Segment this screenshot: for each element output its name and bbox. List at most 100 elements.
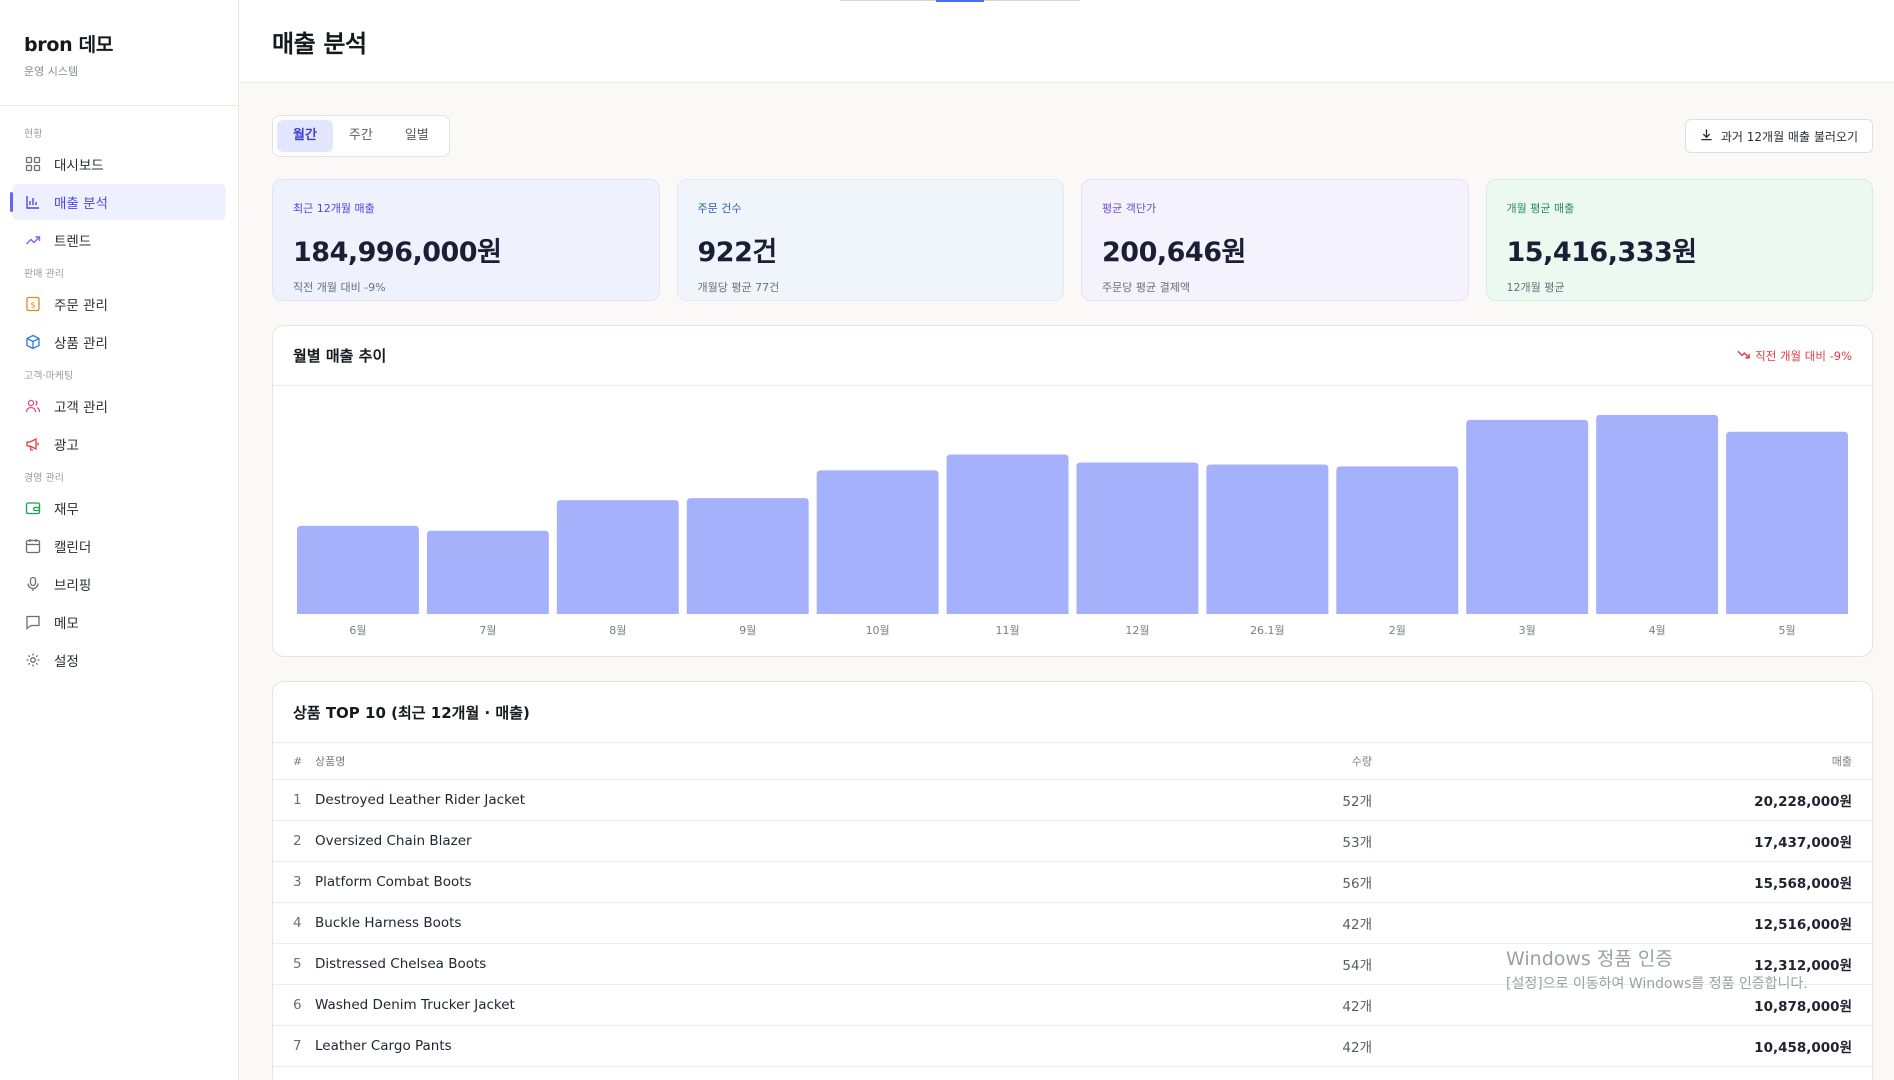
bar-2[interactable] [426, 530, 549, 614]
x-tick-label: 5월 [1778, 624, 1795, 637]
column-header-name: 상품명 [315, 742, 1172, 780]
cell-name: Washed Denim Trucker Jacket [315, 984, 1172, 1026]
nav-section-title: 판매 관리 [24, 269, 64, 280]
sidebar-item-customers[interactable]: 고객 관리 [12, 388, 226, 424]
bar-3[interactable] [556, 500, 679, 614]
kpi-value: 184,996,000원 [293, 237, 502, 268]
x-tick-label: 4월 [1649, 624, 1666, 637]
top-products-table: # 상품명 수량 매출 1 Destroyed Leather Rider Ja… [273, 742, 1872, 1067]
bar-1[interactable] [297, 525, 419, 614]
table-title: 상품 TOP 10 (최근 12개월 · 매출) [293, 703, 530, 722]
x-tick-label: 26.1월 [1250, 624, 1285, 637]
kpi-value: 200,646원 [1102, 237, 1246, 268]
sidebar-item-label: 대시보드 [54, 158, 104, 174]
table-row[interactable]: 2 Oversized Chain Blazer 53개 17,437,000원 [273, 820, 1872, 862]
kpi-value: 15,416,333원 [1506, 237, 1698, 268]
table-row[interactable]: 1 Destroyed Leather Rider Jacket 52개 20,… [273, 779, 1872, 821]
order-icon: $ [24, 295, 42, 313]
chart-panel-header: 월별 매출 추이 직전 개월 대비 -9% [273, 326, 1872, 386]
x-tick-label: 3월 [1519, 624, 1536, 637]
sidebar-item-finance[interactable]: 재무 [12, 490, 226, 526]
bar-6[interactable] [946, 454, 1069, 614]
x-tick-label: 11월 [995, 624, 1019, 637]
kpi-label: 평균 객단가 [1102, 202, 1157, 215]
cell-qty: 54개 [1172, 943, 1372, 985]
kpi-card-revenue: 최근 12개월 매출 184,996,000원 직전 개월 대비 -9% [272, 179, 660, 301]
x-tick-label: 7월 [479, 624, 496, 637]
cell-sales: 15,568,000원 [1372, 861, 1872, 903]
cell-name: Buckle Harness Boots [315, 902, 1172, 944]
sidebar-item-orders[interactable]: $ 주문 관리 [12, 286, 226, 322]
table-row[interactable]: 6 Washed Denim Trucker Jacket 42개 10,878… [273, 984, 1872, 1026]
tab-weekly[interactable]: 주간 [348, 128, 373, 143]
brand-subtitle: 운영 시스템 [24, 65, 79, 78]
tab-daily[interactable]: 일별 [404, 128, 429, 143]
nav-section-title: 경영 관리 [24, 473, 64, 484]
bar-5[interactable] [816, 470, 939, 614]
cell-qty: 42개 [1172, 902, 1372, 944]
nav-section-title: 현황 [24, 129, 43, 140]
table-row[interactable]: 3 Platform Combat Boots 56개 15,568,000원 [273, 861, 1872, 903]
sidebar-item-label: 매출 분석 [54, 196, 108, 212]
table-row[interactable]: 4 Buckle Harness Boots 42개 12,516,000원 [273, 902, 1872, 944]
megaphone-icon [24, 435, 42, 453]
sidebar-item-calendar[interactable]: 캘린더 [12, 528, 226, 564]
cell-qty: 53개 [1172, 820, 1372, 862]
sidebar-item-settings[interactable]: 설정 [12, 642, 226, 678]
calendar-icon [24, 537, 42, 555]
sidebar-item-label: 주문 관리 [54, 298, 108, 314]
cell-qty: 52개 [1172, 779, 1372, 821]
bar-4[interactable] [686, 498, 809, 614]
trend-label: 직전 개월 대비 -9% [1755, 348, 1852, 363]
memo-icon [24, 613, 42, 631]
page-indicator [840, 0, 1080, 2]
sidebar-item-trend[interactable]: 트렌드 [12, 222, 226, 258]
sidebar-item-label: 트렌드 [54, 234, 92, 250]
cell-name: Destroyed Leather Rider Jacket [315, 779, 1172, 821]
sidebar-item-dashboard[interactable]: 대시보드 [12, 146, 226, 182]
cell-rank: 2 [273, 820, 315, 862]
sidebar-item-memo[interactable]: 메모 [12, 604, 226, 640]
table-row[interactable]: 5 Distressed Chelsea Boots 54개 12,312,00… [273, 943, 1872, 985]
x-tick-label: 8월 [609, 624, 626, 637]
table-row[interactable]: 7 Leather Cargo Pants 42개 10,458,000원 [273, 1025, 1872, 1067]
sidebar-item-ads[interactable]: 광고 [12, 426, 226, 462]
kpi-sub: 주문당 평균 결제액 [1102, 281, 1190, 294]
sidebar-item-label: 상품 관리 [54, 336, 108, 352]
bar-12[interactable] [1726, 431, 1848, 614]
bar-8[interactable] [1206, 464, 1329, 614]
cell-rank: 4 [273, 902, 315, 944]
chart-area: 6월 7월 8월 9월 10월 11월 12월 26.1월 2월 3월 4월 5월 [273, 386, 1872, 656]
gear-icon [24, 651, 42, 669]
cell-sales: 20,228,000원 [1372, 779, 1872, 821]
top-products-panel: 상품 TOP 10 (최근 12개월 · 매출) # 상품명 수량 매출 1 D… [272, 681, 1873, 1080]
bar-7[interactable] [1076, 462, 1199, 614]
period-tabs: 월간 주간 일별 [272, 115, 450, 157]
column-header-sales: 매출 [1372, 742, 1872, 780]
controls-row: 월간 주간 일별 과거 12개월 매출 불러오기 [272, 115, 1873, 157]
bar-11[interactable] [1596, 414, 1719, 614]
sidebar-item-sales-analysis[interactable]: 매출 분석 [10, 184, 226, 220]
kpi-label: 주문 건수 [697, 202, 742, 215]
content: 월간 주간 일별 과거 12개월 매출 불러오기 최근 12개월 매출 184,… [240, 83, 1894, 1080]
cell-qty: 42개 [1172, 984, 1372, 1026]
page-title: 매출 분석 [272, 29, 367, 58]
x-tick-label: 10월 [866, 624, 890, 637]
chart-title: 월별 매출 추이 [293, 347, 387, 365]
column-header-qty: 수량 [1172, 742, 1372, 780]
sidebar-item-products[interactable]: 상품 관리 [12, 324, 226, 360]
sidebar-nav: 현황 대시보드 매출 분석 트렌드 판매 관리 $ 주문 관리 [0, 106, 238, 678]
load-past-sales-button[interactable]: 과거 12개월 매출 불러오기 [1684, 119, 1873, 153]
x-tick-label: 9월 [739, 624, 756, 637]
table-header-row: # 상품명 수량 매출 [273, 742, 1872, 780]
cell-sales: 17,437,000원 [1372, 820, 1872, 862]
bar-10[interactable] [1466, 419, 1589, 614]
tab-monthly[interactable]: 월간 [277, 120, 333, 152]
nav-section-title: 고객·마케팅 [24, 371, 74, 382]
kpi-cards: 최근 12개월 매출 184,996,000원 직전 개월 대비 -9% 주문 … [272, 179, 1873, 301]
cell-name: Platform Combat Boots [315, 861, 1172, 903]
svg-text:$: $ [30, 301, 35, 310]
bar-9[interactable] [1336, 466, 1459, 614]
kpi-label: 개월 평균 매출 [1506, 202, 1575, 215]
sidebar-item-briefing[interactable]: 브리핑 [12, 566, 226, 602]
